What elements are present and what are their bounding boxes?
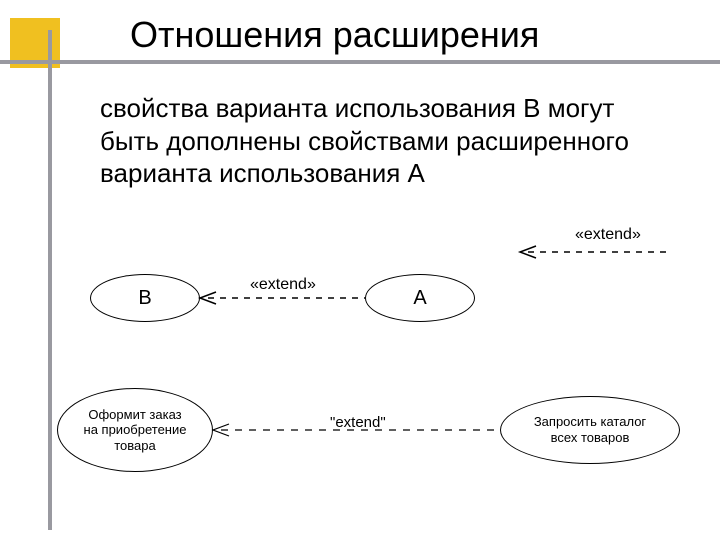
row2-extend-arrow	[0, 0, 720, 540]
